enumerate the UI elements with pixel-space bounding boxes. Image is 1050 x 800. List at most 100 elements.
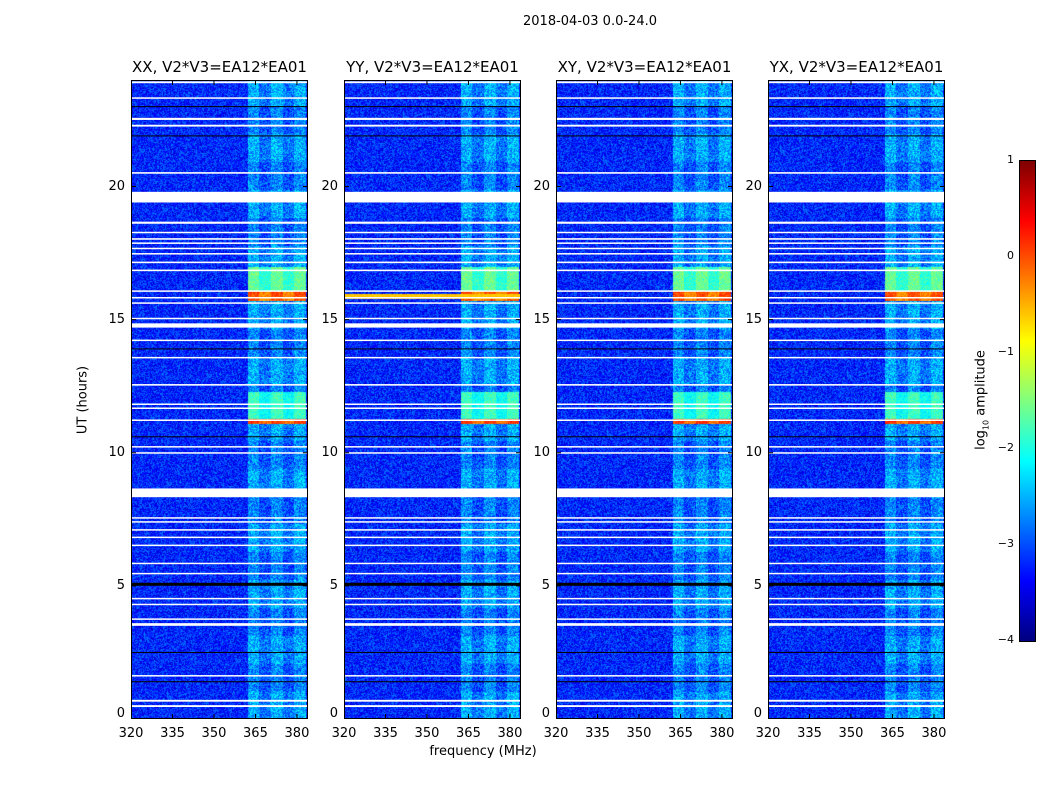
panel-overlay <box>344 80 521 719</box>
flagged-band <box>344 572 521 575</box>
flagged-band <box>556 124 733 127</box>
flagged-band <box>768 562 945 565</box>
dark-line <box>768 106 945 108</box>
flagged-band <box>131 446 308 448</box>
flagged-band <box>556 356 733 359</box>
flagged-band <box>768 323 945 328</box>
flagged-band <box>768 597 945 600</box>
dark-line <box>344 681 521 683</box>
colorbar-tick-label: −1 <box>997 345 1014 358</box>
x-tick-label: 380 <box>921 726 947 741</box>
flagged-band <box>344 562 521 565</box>
flagged-band <box>344 675 521 677</box>
flagged-band <box>768 290 945 292</box>
colorbar-tick-label: 0 <box>1007 249 1014 262</box>
flagged-band <box>768 488 945 498</box>
flagged-band <box>344 317 521 320</box>
y-tick-label: 0 <box>116 706 125 721</box>
flagged-band <box>556 97 733 99</box>
flagged-band <box>131 572 308 575</box>
flagged-band <box>344 452 521 454</box>
flagged-band <box>768 403 945 405</box>
waterfall-panel-4: YX, V2*V3=EA12*EA01 <box>768 58 945 719</box>
y-tick-label: 20 <box>108 178 125 194</box>
flagged-band <box>768 529 945 531</box>
dark-line <box>768 651 945 653</box>
flagged-band <box>131 97 308 99</box>
flagged-band <box>768 572 945 575</box>
heatmap-image <box>556 80 733 719</box>
flagged-band <box>556 536 733 539</box>
flagged-band <box>768 517 945 519</box>
flagged-band <box>556 81 733 84</box>
x-tick-label: 365 <box>668 726 693 741</box>
y-tick-label: 0 <box>541 706 550 721</box>
dark-line <box>131 106 308 108</box>
y-tick-label: 5 <box>753 577 762 593</box>
flagged-band <box>131 124 308 127</box>
dark-line <box>556 681 733 683</box>
flagged-band <box>768 269 945 272</box>
flagged-band <box>344 191 521 203</box>
colorbar-tick-label: 1 <box>1007 153 1014 166</box>
flagged-band <box>768 618 945 620</box>
waterfall-panel-2: YY, V2*V3=EA12*EA01 <box>344 58 521 719</box>
y-tick-label: 20 <box>321 178 338 194</box>
flagged-band <box>131 81 308 84</box>
flagged-band <box>344 242 521 244</box>
dark-line <box>556 651 733 653</box>
flagged-band <box>556 562 733 565</box>
flagged-band <box>556 231 733 234</box>
flagged-band <box>344 623 521 626</box>
flagged-band <box>131 603 308 606</box>
flagged-band <box>768 339 945 342</box>
flagged-band <box>556 253 733 255</box>
flagged-band <box>768 81 945 84</box>
dark-line <box>344 436 521 438</box>
flagged-band <box>131 407 308 409</box>
flagged-band <box>768 623 945 626</box>
flagged-band <box>344 419 521 421</box>
flagged-band <box>344 618 521 620</box>
flagged-band <box>131 290 308 292</box>
flagged-band <box>768 446 945 448</box>
flagged-band <box>556 603 733 606</box>
flagged-band <box>768 544 945 547</box>
flagged-band <box>556 407 733 409</box>
flagged-band <box>556 572 733 575</box>
dark-line <box>556 106 733 108</box>
flagged-band <box>344 446 521 448</box>
axes-frame <box>131 80 308 719</box>
flagged-band <box>131 562 308 565</box>
y-tick-label: 15 <box>745 311 762 327</box>
flagged-band <box>768 302 945 304</box>
flagged-band <box>556 705 733 708</box>
flagged-band <box>556 290 733 292</box>
flagged-band <box>344 231 521 234</box>
flagged-band <box>344 296 521 299</box>
flagged-band <box>344 221 521 224</box>
flagged-band <box>556 339 733 342</box>
dark-line <box>768 582 945 586</box>
flagged-band <box>131 623 308 626</box>
flagged-band <box>131 529 308 531</box>
colorbar-label-suffix: amplitude <box>973 350 989 420</box>
flagged-band <box>344 117 521 120</box>
colorbar-tick-label: −2 <box>997 441 1014 454</box>
x-tick-label: 380 <box>497 726 523 741</box>
flagged-band <box>768 191 945 203</box>
colorbar-label-prefix: log <box>973 430 989 450</box>
dark-line <box>344 651 521 653</box>
dark-line <box>131 681 308 683</box>
flagged-band <box>131 675 308 677</box>
flagged-band <box>768 231 945 234</box>
flagged-band <box>768 124 945 127</box>
y-tick-label: 10 <box>321 444 338 460</box>
flagged-band <box>344 81 521 84</box>
x-tick-label: 320 <box>331 726 357 741</box>
x-tick-label: 365 <box>880 726 905 741</box>
y-tick-label: 0 <box>753 706 762 721</box>
waterfall-panel-3: XY, V2*V3=EA12*EA01 <box>556 58 733 719</box>
dark-line <box>344 348 521 350</box>
